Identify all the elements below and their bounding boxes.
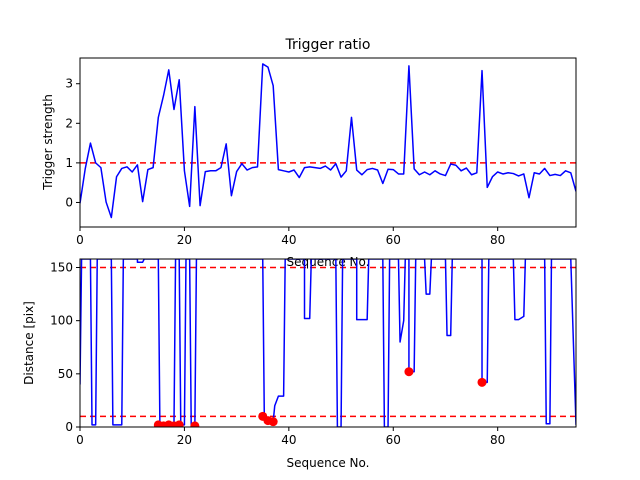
plot-frame [79,258,577,428]
series-line [80,63,576,219]
x-tick-label: 20 [177,233,192,247]
y-tick-label: 3 [65,77,73,91]
y-tick-label: 100 [50,314,73,328]
x-tick-label: 80 [490,433,505,447]
y-tick-label: 50 [58,367,73,381]
y-tick-label: 1 [65,156,73,170]
data-point-marker [174,420,184,427]
y-tick-label: 2 [65,116,73,130]
x-axis-label: Sequence No. [287,456,370,470]
x-tick-label: 60 [386,233,401,247]
y-tick-label: 0 [65,420,73,434]
trigger-ratio-plot: Trigger ratio Trigger strength Sequence … [41,37,577,269]
x-tick-label: 60 [386,433,401,447]
data-point-marker [190,421,200,427]
distance-plot: Distance [pix] Sequence No. 0 20 40 60 80 0 50… [22,258,577,470]
x-tick-label: 40 [281,233,296,247]
chart-title: Trigger ratio [284,37,370,53]
x-tick-label: 20 [177,433,192,447]
y-axis-label: Distance [pix] [22,301,36,385]
x-tick-label: 0 [76,233,84,247]
y-axis-label: Trigger strength [41,94,55,191]
x-tick-label: 40 [281,433,296,447]
plot-area [80,259,576,427]
y-tick-label: 0 [65,195,73,209]
plot-frame [79,57,577,228]
data-point-marker [477,377,487,387]
x-tick-label: 80 [490,233,505,247]
y-tick-label: 150 [50,261,73,275]
x-tick-label: 0 [76,433,84,447]
data-point-marker [268,417,278,427]
plot-area [80,63,576,219]
data-point-marker [404,367,414,377]
